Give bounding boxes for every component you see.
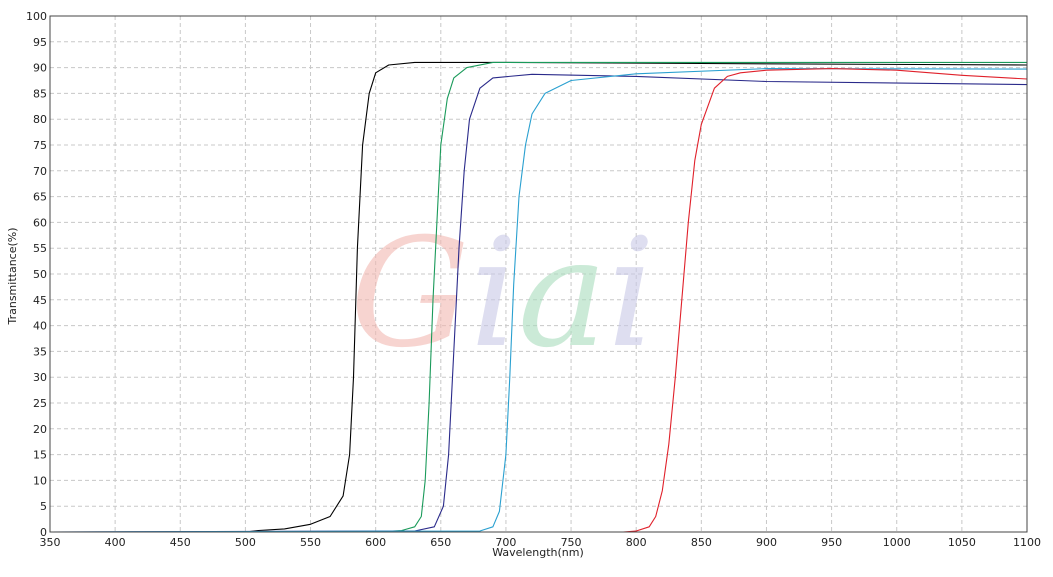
x-axis-label: Wavelength(nm)	[492, 546, 584, 559]
series-line-0	[50, 61, 1028, 533]
x-tick-label: 900	[756, 536, 777, 549]
y-tick-label: 45	[33, 294, 47, 307]
x-tick-label: 1000	[883, 536, 911, 549]
x-tick-label: 650	[430, 536, 451, 549]
y-tick-label: 40	[33, 320, 47, 333]
series-line-3	[49, 68, 1028, 533]
series-line-1	[50, 61, 1027, 533]
series-line-4	[50, 68, 1028, 533]
x-tick-label: 600	[365, 536, 386, 549]
y-tick-label: 60	[33, 216, 47, 229]
x-tick-label: 700	[495, 536, 516, 549]
y-tick-label: 20	[33, 423, 47, 436]
x-tick-label: 850	[691, 536, 712, 549]
y-tick-label: 75	[33, 139, 47, 152]
y-tick-label: 0	[40, 526, 47, 539]
y-tick-label: 30	[33, 371, 47, 384]
x-tick-label: 450	[170, 536, 191, 549]
y-tick-label: 70	[33, 165, 47, 178]
y-tick-label: 95	[33, 36, 47, 49]
plot-frame	[49, 15, 1028, 533]
series-group	[49, 61, 1028, 533]
watermark-logo: Giai	[350, 207, 655, 381]
series-line-2	[49, 73, 1028, 533]
y-tick-label: 35	[33, 345, 47, 358]
y-tick-label: 15	[33, 449, 47, 462]
y-tick-label: 50	[33, 268, 47, 281]
y-tick-label: 55	[33, 242, 47, 255]
x-tick-label: 550	[300, 536, 321, 549]
y-tick-label: 65	[33, 191, 47, 204]
x-tick-label: 1100	[1013, 536, 1041, 549]
y-axis-label: Transmittance(%)	[6, 227, 19, 325]
x-tick-label: 350	[40, 536, 61, 549]
y-tick-label: 25	[33, 397, 47, 410]
y-tick-label: 85	[33, 87, 47, 100]
x-tick-label: 400	[105, 536, 126, 549]
x-tick-label: 500	[235, 536, 256, 549]
y-tick-label: 5	[40, 500, 47, 513]
x-tick-label: 750	[561, 536, 582, 549]
x-tick-label: 1050	[948, 536, 976, 549]
y-tick-label: 90	[33, 62, 47, 75]
x-tick-label: 800	[626, 536, 647, 549]
y-tick-label: 80	[33, 113, 47, 126]
y-tick-label: 10	[33, 474, 47, 487]
ticks: 350 400 450 500 550 600 650 700 750 800 850 900 950 1…	[26, 10, 1041, 549]
x-tick-label: 950	[821, 536, 842, 549]
y-tick-label: 100	[26, 10, 47, 23]
